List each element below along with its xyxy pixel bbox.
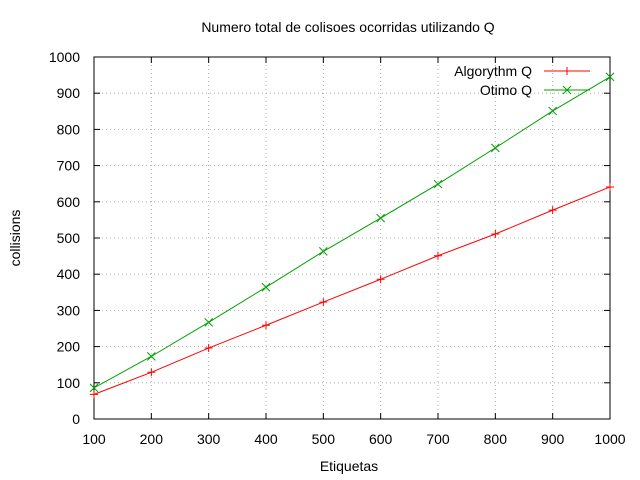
y-tick-label: 1000 — [49, 49, 80, 65]
data-point — [376, 213, 386, 223]
plot-frame — [93, 56, 611, 420]
x-tick-label: 700 — [426, 431, 450, 447]
series-1 — [89, 72, 615, 393]
x-tick-label: 500 — [312, 431, 336, 447]
data-point — [90, 390, 98, 399]
series-layer — [89, 72, 615, 399]
series-line — [93, 186, 611, 395]
y-tick-label: 700 — [57, 158, 81, 174]
data-point — [376, 275, 385, 284]
y-tick-label: 900 — [57, 85, 81, 101]
data-point — [548, 106, 558, 116]
axis-ticks: 100 200 300 400 500 600 700 800 900 1000010020030… — [49, 49, 626, 447]
y-tick-label: 500 — [57, 230, 81, 246]
x-tick-label: 100 — [82, 431, 106, 447]
data-point — [548, 206, 557, 215]
data-point — [319, 298, 328, 307]
x-tick-label: 200 — [140, 431, 164, 447]
y-tick-label: 300 — [57, 302, 81, 318]
y-tick-label: 600 — [57, 194, 81, 210]
data-point — [89, 383, 99, 393]
legend-label: Algorythm Q — [454, 63, 532, 79]
legend-label: Otimo Q — [480, 82, 532, 98]
x-tick-label: 600 — [369, 431, 393, 447]
x-tick-label: 400 — [254, 431, 278, 447]
y-tick-label: 200 — [57, 339, 81, 355]
legend-marker — [563, 67, 571, 75]
y-tick-label: 0 — [72, 411, 80, 427]
legend-marker — [562, 85, 572, 95]
data-point — [261, 282, 271, 292]
data-point — [434, 251, 442, 260]
x-tick-label: 900 — [541, 431, 565, 447]
grid-lines — [94, 57, 610, 419]
data-point — [204, 317, 214, 327]
data-point — [606, 182, 614, 191]
series-0 — [90, 182, 614, 399]
data-point — [146, 352, 156, 361]
legend: Algorythm Q Otimo Q — [454, 63, 590, 98]
chart-title: Numero total de colisoes ocorridas utili… — [201, 19, 494, 35]
x-tick-label: 1000 — [594, 431, 625, 447]
data-point — [490, 143, 500, 153]
y-axis-label: collisions — [7, 210, 23, 267]
y-tick-label: 800 — [57, 121, 81, 137]
data-point — [433, 179, 443, 189]
data-point — [318, 247, 328, 256]
data-point — [147, 368, 156, 377]
y-tick-label: 100 — [57, 375, 81, 391]
x-tick-label: 800 — [484, 431, 508, 447]
x-tick-label: 300 — [197, 431, 221, 447]
series-line — [93, 76, 611, 389]
data-point — [491, 230, 500, 239]
x-axis-label: Etiquetas — [320, 458, 378, 474]
data-point — [204, 344, 213, 353]
data-point — [262, 321, 270, 330]
data-point — [605, 72, 615, 82]
y-tick-label: 400 — [57, 266, 81, 282]
